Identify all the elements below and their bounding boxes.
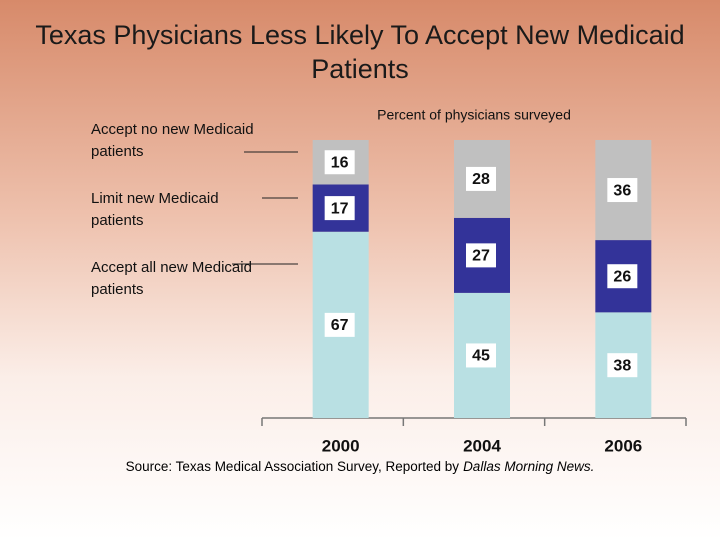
value-label: 16	[331, 154, 349, 171]
value-label-box	[324, 150, 355, 175]
source-text: Source: Texas Medical Association Survey…	[125, 459, 460, 474]
x-tick-label: 2004	[463, 436, 501, 455]
value-label-box	[607, 353, 638, 378]
value-label: 27	[472, 248, 490, 265]
x-tick-label: 2006	[604, 436, 642, 455]
value-label-box	[466, 343, 496, 368]
source-publication: Dallas Morning News.	[463, 459, 595, 474]
value-label-box	[466, 166, 496, 191]
value-label-box	[324, 312, 355, 337]
legend-label: Limit new Medicaid patients	[91, 190, 219, 229]
value-label: 38	[613, 357, 631, 374]
value-label: 28	[472, 171, 490, 188]
value-label: 67	[331, 317, 349, 334]
value-label-box	[466, 243, 496, 268]
source-note: Source: Texas Medical Association Survey…	[0, 459, 720, 474]
legend-label: Accept all new Medicaid patients	[91, 259, 252, 298]
value-label: 26	[613, 268, 631, 285]
subtitle: Percent of physicians surveyed	[377, 107, 571, 123]
x-tick-label: 2000	[322, 436, 360, 455]
value-label-box	[607, 264, 638, 289]
chart-title: Texas Physicians Less Likely To Accept N…	[35, 20, 685, 84]
value-label: 36	[613, 182, 631, 199]
value-label-box	[324, 196, 355, 221]
legend-label: Accept no new Medicaid patients	[91, 121, 254, 160]
value-label-box	[607, 178, 638, 203]
value-label: 17	[331, 200, 349, 217]
value-label: 45	[472, 348, 490, 365]
